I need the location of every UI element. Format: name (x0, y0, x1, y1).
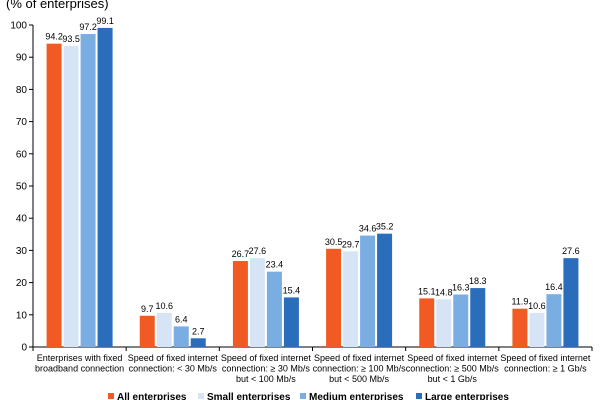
bar (563, 258, 579, 347)
bar (436, 299, 452, 347)
bar (360, 235, 376, 347)
bar (80, 34, 96, 348)
bar (283, 297, 299, 347)
legend-swatch (300, 393, 306, 399)
bar (326, 248, 342, 347)
bar-value-label: 6.4 (175, 314, 188, 324)
bar-value-label: 10.6 (528, 301, 546, 311)
bar-value-label: 26.7 (232, 249, 250, 259)
bar-value-label: 15.4 (283, 285, 301, 295)
bar (63, 45, 79, 348)
bar (529, 312, 545, 347)
bar-value-label: 9.7 (141, 304, 154, 314)
y-tick-label: 100 (10, 21, 27, 32)
y-tick-label: 60 (16, 149, 28, 160)
bar-value-label: 30.5 (325, 237, 343, 247)
bar-value-label: 27.6 (249, 246, 267, 256)
y-tick-label: 90 (16, 53, 28, 64)
y-tick-label: 80 (16, 85, 28, 96)
bar (343, 251, 359, 347)
legend-label: Large enterprises (425, 392, 509, 400)
bar (97, 27, 113, 347)
bar (546, 294, 562, 347)
bar (173, 326, 189, 347)
bar-value-label: 29.7 (342, 239, 360, 249)
bar-value-label: 2.7 (192, 326, 205, 336)
bar-value-label: 97.2 (79, 22, 97, 32)
bar-value-label: 16.4 (545, 282, 563, 292)
category-label: Speed of fixed internet connection: < 30 … (128, 353, 219, 374)
category-label: Enterprises with fixed broadband connecti… (35, 353, 124, 374)
bar (377, 233, 393, 347)
bar-value-label: 99.1 (96, 16, 114, 26)
chart-title: (% of enterprises) (6, 0, 109, 11)
legend-swatch (108, 393, 114, 399)
legend-label: Medium enterprises (309, 392, 404, 400)
bar-value-label: 11.9 (511, 297, 528, 307)
y-tick-label: 40 (16, 214, 28, 225)
bar-value-label: 23.4 (266, 260, 284, 270)
category-label: Speed of fixed internet connection: ≥ 100… (313, 353, 406, 384)
category-label: Speed of fixed internet connection: ≥ 30 … (221, 353, 312, 384)
bar-value-label: 16.3 (452, 283, 470, 293)
legend-swatch (416, 393, 422, 399)
bar-value-label: 27.6 (562, 246, 580, 256)
bar-value-label: 93.5 (62, 34, 80, 44)
bar (156, 312, 172, 347)
bar (470, 288, 486, 347)
bar-value-label: 94.2 (45, 32, 63, 42)
bar-value-label: 14.8 (435, 287, 453, 297)
legend-label: All enterprises (117, 392, 187, 400)
bar-value-label: 15.1 (418, 286, 436, 296)
legend-swatch (198, 393, 204, 399)
legend-label: Small enterprises (207, 392, 291, 400)
y-tick-label: 20 (16, 278, 28, 289)
bar-value-label: 18.3 (469, 276, 487, 286)
bar (190, 338, 206, 347)
bar (453, 294, 469, 347)
y-tick-label: 50 (16, 182, 28, 193)
bar (266, 271, 282, 347)
y-tick-label: 30 (16, 246, 28, 257)
bar (512, 308, 528, 347)
bar-value-label: 35.2 (376, 222, 394, 232)
bar (249, 258, 265, 347)
bar (419, 298, 435, 347)
bar (46, 43, 62, 348)
bar (232, 261, 248, 347)
bar-value-label: 34.6 (359, 224, 377, 234)
bar (139, 315, 155, 347)
category-label: Speed of fixed internet connection: ≥ 1 G… (500, 353, 591, 374)
y-tick-label: 70 (16, 117, 28, 128)
bar-value-label: 10.6 (155, 301, 173, 311)
y-tick-label: 0 (21, 343, 27, 354)
category-label: Speed of fixed internet connection: ≥ 500… (406, 353, 499, 384)
y-tick-label: 10 (16, 310, 28, 321)
